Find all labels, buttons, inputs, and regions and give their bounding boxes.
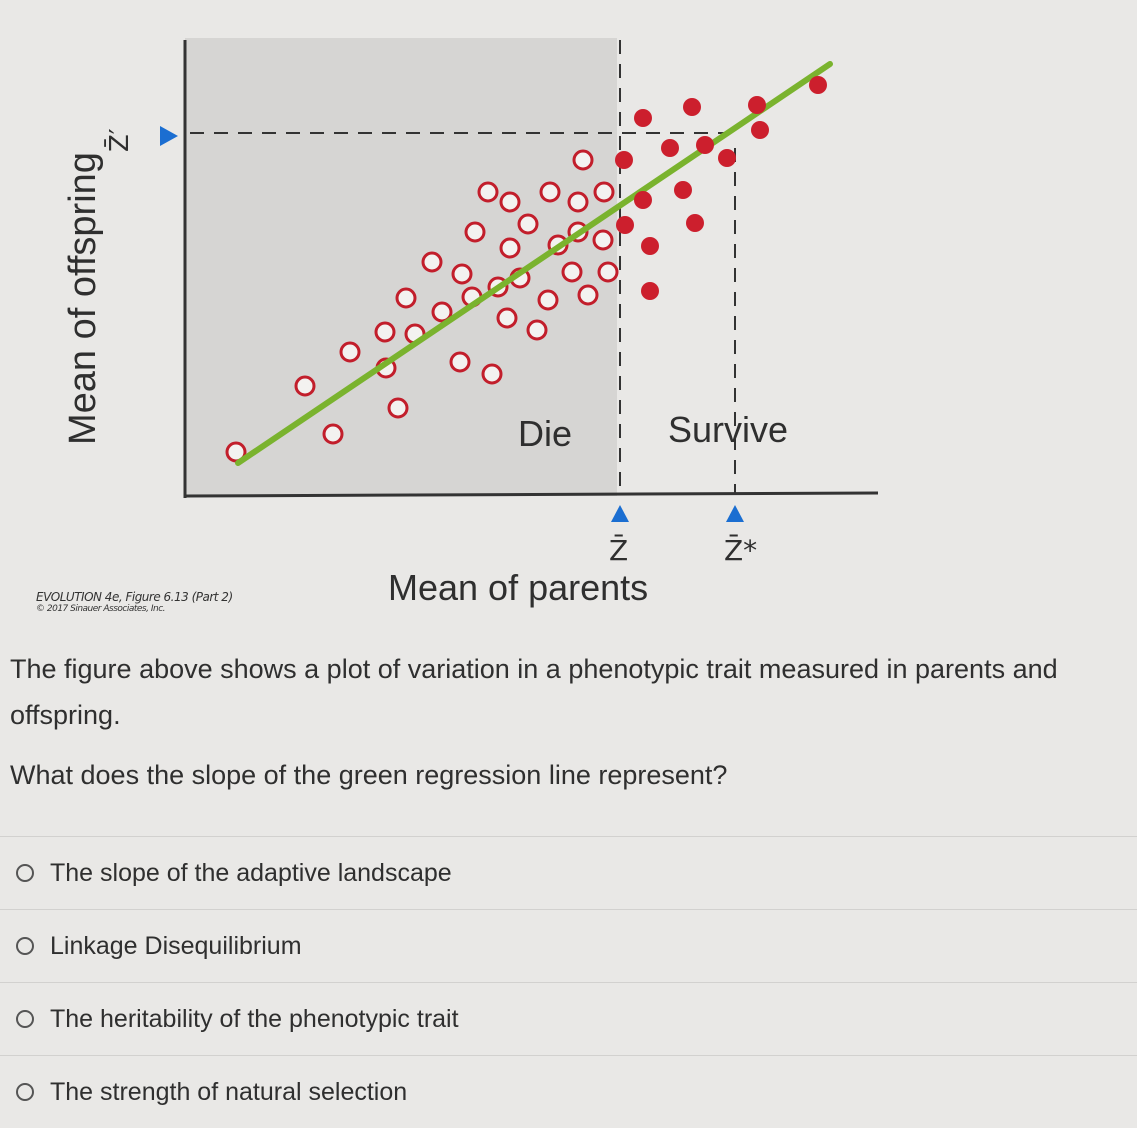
- filled-point: [616, 216, 634, 234]
- open-point: [499, 237, 521, 259]
- non-survivor-points: [225, 149, 619, 463]
- filled-point: [674, 181, 692, 199]
- question-intro: The figure above shows a plot of variati…: [10, 654, 1058, 730]
- open-point: [567, 191, 589, 213]
- open-point: [597, 261, 619, 283]
- open-point: [561, 261, 583, 283]
- figure-credit-copyright: © 2017 Sinauer Associates, Inc.: [36, 604, 166, 614]
- radio-icon[interactable]: [16, 1010, 34, 1028]
- filled-point: [809, 76, 827, 94]
- answer-option-1[interactable]: The slope of the adaptive landscape: [0, 836, 1137, 909]
- open-point: [477, 181, 499, 203]
- answer-option-label: The slope of the adaptive landscape: [50, 858, 452, 887]
- open-point: [592, 229, 614, 251]
- open-point: [499, 191, 521, 213]
- open-point: [387, 397, 409, 419]
- filled-point: [634, 109, 652, 127]
- filled-point: [751, 121, 769, 139]
- filled-point: [641, 237, 659, 255]
- open-point: [294, 375, 316, 397]
- answer-option-2[interactable]: Linkage Disequilibrium: [0, 909, 1137, 982]
- zstar-label: Z̄*: [724, 533, 757, 567]
- survivor-points: [615, 76, 827, 300]
- open-point: [537, 289, 559, 311]
- answer-options: The slope of the adaptive landscape Link…: [0, 836, 1137, 1128]
- die-region: [185, 38, 617, 496]
- answer-option-label: The heritability of the phenotypic trait: [50, 1004, 459, 1033]
- filled-point: [615, 151, 633, 169]
- open-point: [451, 263, 473, 285]
- zstar-arrow-icon: [726, 505, 744, 522]
- filled-point: [718, 149, 736, 167]
- filled-point: [696, 136, 714, 154]
- open-point: [539, 181, 561, 203]
- open-point: [464, 221, 486, 243]
- filled-point: [686, 214, 704, 232]
- figure-credit: EVOLUTION 4e, Figure 6.13 (Part 2) © 201…: [36, 590, 233, 614]
- radio-icon[interactable]: [16, 864, 34, 882]
- open-point: [526, 319, 548, 341]
- radio-icon[interactable]: [16, 1083, 34, 1101]
- open-point: [577, 284, 599, 306]
- open-point: [339, 341, 361, 363]
- x-axis: [184, 491, 879, 498]
- survive-label: Survive: [668, 409, 788, 450]
- filled-point: [748, 96, 766, 114]
- regression-line: [235, 61, 833, 466]
- figure-credit-title: EVOLUTION 4e, Figure 6.13 (Part 2): [36, 590, 233, 604]
- answer-option-label: Linkage Disequilibrium: [50, 931, 302, 960]
- y-axis-label: Mean of offspring: [62, 152, 104, 445]
- open-point: [395, 287, 417, 309]
- question-block: The figure above shows a plot of variati…: [10, 646, 1120, 798]
- x-axis-label: Mean of parents: [388, 567, 648, 608]
- zbar-arrow-icon: [611, 505, 629, 522]
- open-point: [481, 363, 503, 385]
- die-label: Die: [518, 413, 572, 454]
- answer-option-label: The strength of natural selection: [50, 1077, 408, 1106]
- radio-icon[interactable]: [16, 937, 34, 955]
- open-point: [421, 251, 443, 273]
- filled-point: [634, 191, 652, 209]
- zprime-label: Z̄′: [103, 128, 135, 152]
- open-point: [322, 423, 344, 445]
- question-prompt: What does the slope of the green regress…: [10, 760, 728, 790]
- open-point: [517, 213, 539, 235]
- zprime-arrow-icon: [160, 126, 178, 146]
- open-point: [431, 301, 453, 323]
- open-point: [496, 307, 518, 329]
- answer-option-3[interactable]: The heritability of the phenotypic trait: [0, 982, 1137, 1055]
- open-point: [572, 149, 594, 171]
- filled-point: [661, 139, 679, 157]
- filled-point: [641, 282, 659, 300]
- scatter-figure: Z̄′ Z̄ Z̄* Mean of offspring Mean of par…: [62, 38, 879, 608]
- open-point: [374, 321, 396, 343]
- answer-option-4[interactable]: The strength of natural selection: [0, 1055, 1137, 1128]
- open-point: [593, 181, 615, 203]
- zbar-label: Z̄: [609, 533, 628, 567]
- filled-point: [683, 98, 701, 116]
- open-point: [449, 351, 471, 373]
